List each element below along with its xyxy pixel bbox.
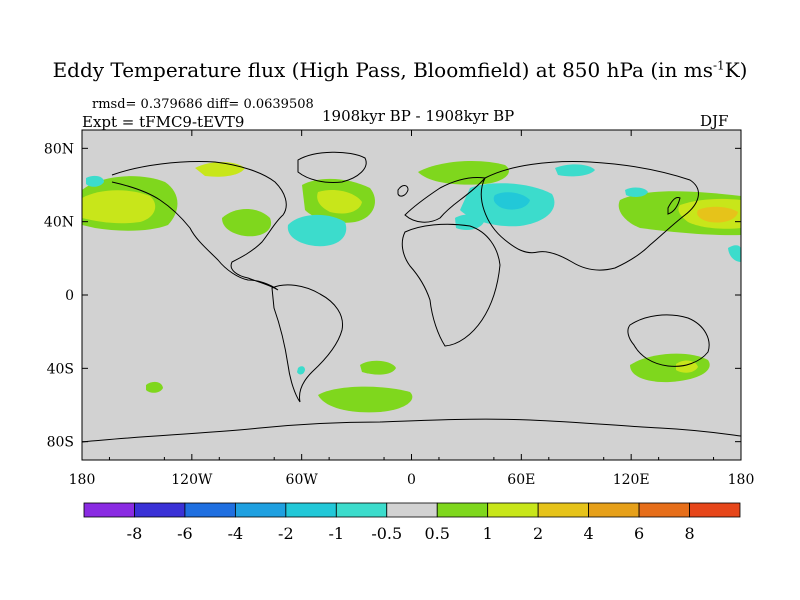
lon-tick-label: 0 [407,472,416,488]
coastline-europe [404,177,486,223]
coastline-asia [480,161,699,271]
anomaly-patch-north-pacific-east-max [697,206,738,223]
anomaly-patch-south-atlantic [318,386,413,413]
colorbar-swatch [335,502,388,518]
colorbar-swatch [638,502,690,518]
colorbar-label: 4 [584,524,594,543]
latitude-axis: 80N 40N 0 40S 80S [44,141,741,451]
anomaly-field [82,160,741,413]
lat-tick-label: 40N [44,215,74,231]
colorbar-label: 1 [483,524,493,543]
plot-title: Eddy Temperature flux (High Pass, Bloomf… [0,58,800,82]
lat-tick-label: 0 [65,288,74,304]
anomaly-patch-central-asia-core [493,192,530,210]
anomaly-patch-south-pacific [360,360,396,375]
colorbar-label: -0.5 [371,524,402,543]
colorbar-swatch [285,502,337,518]
anomaly-patch-arctic-canada [195,162,245,177]
anomaly-patch-greenland-cyan [86,175,104,187]
experiment-label: Expt = tFMC9-tEVT9 [82,113,245,131]
anomaly-patch-arctic-siberia [418,160,509,185]
season-label: DJF [700,112,729,130]
coastline-japan [667,197,681,215]
period-label: 1908kyr BP - 1908kyr BP [322,107,515,125]
colorbar-label: 0.5 [425,524,450,543]
anomaly-patch-eastern-north-america [222,209,272,237]
colorbar-swatch [436,502,489,518]
colorbar-label: -8 [127,524,143,543]
coastline-north-america [111,161,287,291]
coastline-antarctica [82,418,741,443]
colorbar-swatch [386,502,438,518]
lat-tick-label: 80S [47,435,74,451]
stats-text: rmsd= 0.379686 diff= 0.0639508 [92,97,314,112]
anomaly-patch-western-atlantic [287,214,347,247]
colorbar-swatch [487,502,539,518]
anomaly-patch-south-america-cyan [297,366,305,375]
anomaly-patch-mediterranean [455,214,484,230]
lon-tick-label: 120E [613,472,650,488]
colorbar-label: 2 [533,524,543,543]
anomaly-patch-north-atlantic-core [317,190,362,214]
colorbar-swatch [184,502,236,518]
coastlines [82,151,741,443]
colorbar-swatch [588,502,640,518]
lat-tick-label: 40S [47,361,74,377]
coastline-africa [401,223,501,347]
colorbar-swatch [134,502,186,518]
colorbar-label: -2 [278,524,294,543]
anomaly-patch-south-of-africa [146,381,163,393]
colorbar-swatch [83,502,135,518]
colorbar-label: -1 [329,524,345,543]
anomaly-patch-north-pacific-west-core [82,190,156,224]
longitude-axis: 180 120W 60W 0 60E 120E 180 [69,130,755,488]
colorbar-swatch [234,502,287,518]
colorbar-label: 8 [684,524,694,543]
coastline-uk [397,185,409,197]
coastline-australia [627,314,710,367]
title-superscript: -1 [712,58,725,73]
lon-tick-label: 60E [507,472,535,488]
anomaly-patch-east-asia-cyan [625,187,648,197]
anomaly-patch-north-pacific-cyan [555,164,595,177]
coastline-greenland [297,151,367,183]
lon-tick-label: 60W [286,472,319,488]
colorbar-label: 6 [634,524,644,543]
lon-tick-label: 180 [69,472,96,488]
colorbar-label: -6 [177,524,193,543]
lat-tick-label: 80N [44,141,74,157]
lon-tick-label: 180 [728,472,755,488]
map-background [82,130,741,460]
title-text: Eddy Temperature flux (High Pass, Bloomf… [52,58,713,82]
colorbar: -8 -6 -4 -2 -1 -0.5 0.5 1 2 4 6 8 [83,502,741,543]
coastline-south-america [271,284,344,403]
title-unit-end: K) [724,58,748,82]
anomaly-patch-east-pacific-cyan [728,245,741,262]
colorbar-label: -4 [228,524,244,543]
lon-tick-label: 120W [171,472,213,488]
colorbar-swatch [689,502,741,518]
colorbar-swatch [537,502,590,518]
